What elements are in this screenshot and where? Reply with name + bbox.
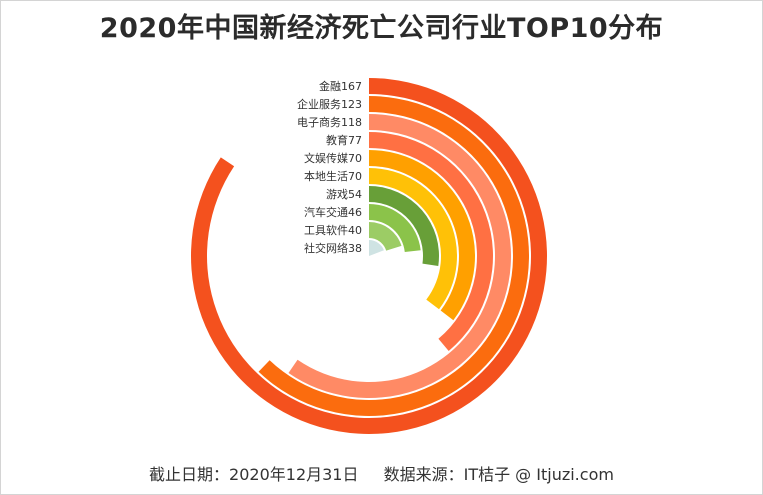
bar-2 <box>258 96 529 416</box>
bar-9 <box>369 222 402 251</box>
bar-label-2: 企业服务123 <box>297 97 362 111</box>
bar-label-4: 教育77 <box>326 133 362 147</box>
bar-group <box>190 78 547 435</box>
bar-3 <box>288 114 511 398</box>
bar-label-9: 工具软件40 <box>304 223 362 237</box>
chart-title: 2020年中国新经济死亡公司行业TOP10分布 <box>99 13 664 44</box>
bar-label-10: 社交网络38 <box>304 241 362 255</box>
bar-1 <box>190 78 547 435</box>
bar-5 <box>369 150 476 321</box>
source-note: 数据来源：IT桔子 @ Itjuzi.com <box>383 465 614 484</box>
bar-7 <box>369 186 439 266</box>
bar-8 <box>369 204 421 253</box>
bar-label-3: 电子商务118 <box>297 115 362 129</box>
bar-label-6: 本地生活70 <box>304 169 362 183</box>
bar-label-8: 汽车交通46 <box>304 205 362 219</box>
bar-label-1: 金融167 <box>319 79 362 93</box>
bar-10 <box>369 240 384 256</box>
date-note: 截止日期：2020年12月31日 <box>149 465 359 484</box>
bar-4 <box>369 132 493 351</box>
footer: 截止日期：2020年12月31日 数据来源：IT桔子 @ Itjuzi.com <box>0 461 763 485</box>
bar-label-5: 文娱传媒70 <box>304 151 362 165</box>
label-group: 金融167 企业服务123 电子商务118 教育77 文娱传媒70 本地生活70 游戏54 汽… <box>297 79 362 255</box>
bar-label-7: 游戏54 <box>326 188 362 201</box>
bar-6 <box>369 168 457 310</box>
